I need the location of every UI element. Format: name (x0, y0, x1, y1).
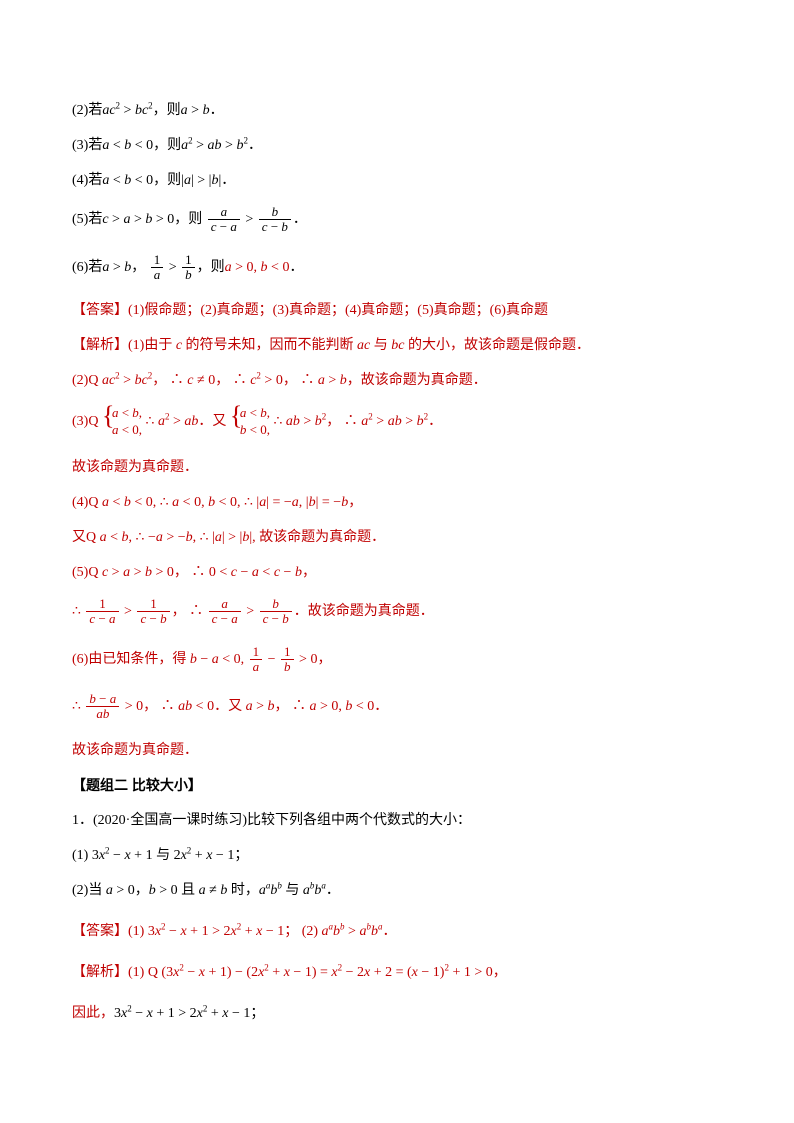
p3-mid: ，则 (153, 138, 181, 153)
p5-mid: ，则 (174, 212, 202, 227)
frac-1b: 1b (182, 253, 195, 283)
g2-sol-label: 【解析】 (72, 965, 128, 980)
analysis-3: (3)Q {a < b,a < 0, ∴ a2 > ab．又 {a < b,b … (72, 405, 722, 439)
answer-line: 【答案】(1)假命题；(2)真命题；(3)真命题；(4)真命题；(5)真命题；(… (72, 300, 722, 321)
p2-mid: ，则 (153, 103, 181, 118)
analysis-5b: ∴ 1c − a > 1c − b， ∴ ac − a > bc − b．故该命… (72, 597, 722, 627)
a4-end: 故该命题为真命题． (259, 530, 385, 545)
frac-b-cb: bc − b (259, 205, 291, 235)
p5-prefix: (5)若 (72, 212, 102, 227)
p4-mid: ，则 (153, 173, 181, 188)
analysis-5: (5)Q c > a > b > 0， ∴ 0 < c − a < c − b， (72, 562, 722, 583)
analysis-1: 【解析】(1)由于 c 的符号未知，因而不能判断 ac 与 bc 的大小，故该命… (72, 335, 722, 356)
frac-1-ca: 1c − a (86, 597, 118, 627)
frac-ba-ab: b − aab (86, 692, 119, 722)
group2-heading: 【题组二 比较大小】 (72, 775, 722, 796)
problem-4: (4)若a < b < 0，则|a| > |b|． (72, 170, 722, 191)
g2-solution-1: 【解析】(1) Q (3x2 − x + 1) − (2x2 + x − 1) … (72, 962, 722, 983)
p6-sep: ， (131, 260, 145, 275)
frac-a-ca: ac − a (208, 205, 240, 235)
frac-b-cb2: bc − b (260, 597, 292, 627)
problem-2: (2)若ac2 > bc2，则a > b． (72, 100, 722, 121)
a3-pre: (3) (72, 414, 88, 429)
a1-text: (1)由于 c 的符号未知，因而不能判断 ac 与 bc 的大小，故该命题是假命… (128, 338, 590, 353)
problem-5: (5)若c > a > b > 0，则 ac − a > bc − b． (72, 205, 722, 235)
a5-pre: (5) (72, 565, 88, 580)
p2-end: ． (210, 103, 224, 118)
page: (2)若ac2 > bc2，则a > b． (3)若a < b < 0，则a2 … (0, 0, 794, 1123)
analysis-2: (2)Q ac2 > bc2， ∴ c ≠ 0， ∴ c2 > 0， ∴ a >… (72, 370, 722, 391)
analysis-4b: 又Q a < b, ∴ −a > −b, ∴ |a| > |b|, 故该命题为真… (72, 527, 722, 548)
analysis-label: 【解析】 (72, 338, 128, 353)
frac-1a2: 1a (250, 645, 263, 675)
answer-label: 【答案】 (72, 303, 128, 318)
p3-prefix: (3)若 (72, 138, 102, 153)
g2-q1-source: 1．(2020·全国高一课时练习)比较下列各组中两个代数式的大小： (72, 810, 722, 831)
problem-3: (3)若a < b < 0，则a2 > ab > b2． (72, 135, 722, 156)
frac-1a: 1a (151, 253, 164, 283)
g2-q1-1: (1) 3x2 − x + 1 与 2x2 + x − 1； (72, 845, 722, 866)
frac-1-cb: 1c − b (137, 597, 169, 627)
a2-end: 故该命题为真命题． (361, 373, 487, 388)
p4-prefix: (4)若 (72, 173, 102, 188)
g2-ans-label: 【答案】 (72, 924, 128, 939)
frac-a-ca2: ac − a (209, 597, 241, 627)
p6-mid: ，则 (197, 260, 225, 275)
problem-6: (6)若a > b， 1a > 1b，则a > 0, b < 0． (72, 253, 722, 283)
g2-solution-1b: 因此，3x2 − x + 1 > 2x2 + x − 1； (72, 1003, 722, 1024)
p5-end: ． (293, 212, 307, 227)
a4-pre: (4) (72, 495, 88, 510)
analysis-4: (4)Q a < b < 0, ∴ a < 0, b < 0, ∴ |a| = … (72, 492, 722, 513)
p2-prefix: (2)若 (72, 103, 102, 118)
analysis-6-end: 故该命题为真命题． (72, 740, 722, 761)
a5-end: ．故该命题为真命题． (294, 604, 434, 619)
a6-pre: (6)由已知条件，得 (72, 652, 186, 667)
brace-2: {a < b,b < 0, (230, 405, 270, 439)
p6-prefix: (6)若 (72, 260, 102, 275)
a2-pre: (2) (72, 373, 88, 388)
analysis-6: (6)由已知条件，得 b − a < 0, 1a − 1b > 0， (72, 645, 722, 675)
p3-end: ． (248, 138, 262, 153)
answer-text: (1)假命题；(2)真命题；(3)真命题；(4)真命题；(5)真命题；(6)真命… (128, 303, 548, 318)
analysis-3-end: 故该命题为真命题． (72, 457, 722, 478)
g2-answer: 【答案】(1) 3x2 − x + 1 > 2x2 + x − 1； (2) a… (72, 921, 722, 942)
p4-end: ． (221, 173, 235, 188)
g2-q1-2: (2)当 a > 0，b > 0 且 a ≠ b 时，aabb 与 abba． (72, 880, 722, 901)
frac-1b2: 1b (281, 645, 294, 675)
p6-end: ． (289, 260, 303, 275)
analysis-6b: ∴ b − aab > 0， ∴ ab < 0．又 a > b， ∴ a > 0… (72, 692, 722, 722)
brace-1: {a < b,a < 0, (102, 405, 142, 439)
